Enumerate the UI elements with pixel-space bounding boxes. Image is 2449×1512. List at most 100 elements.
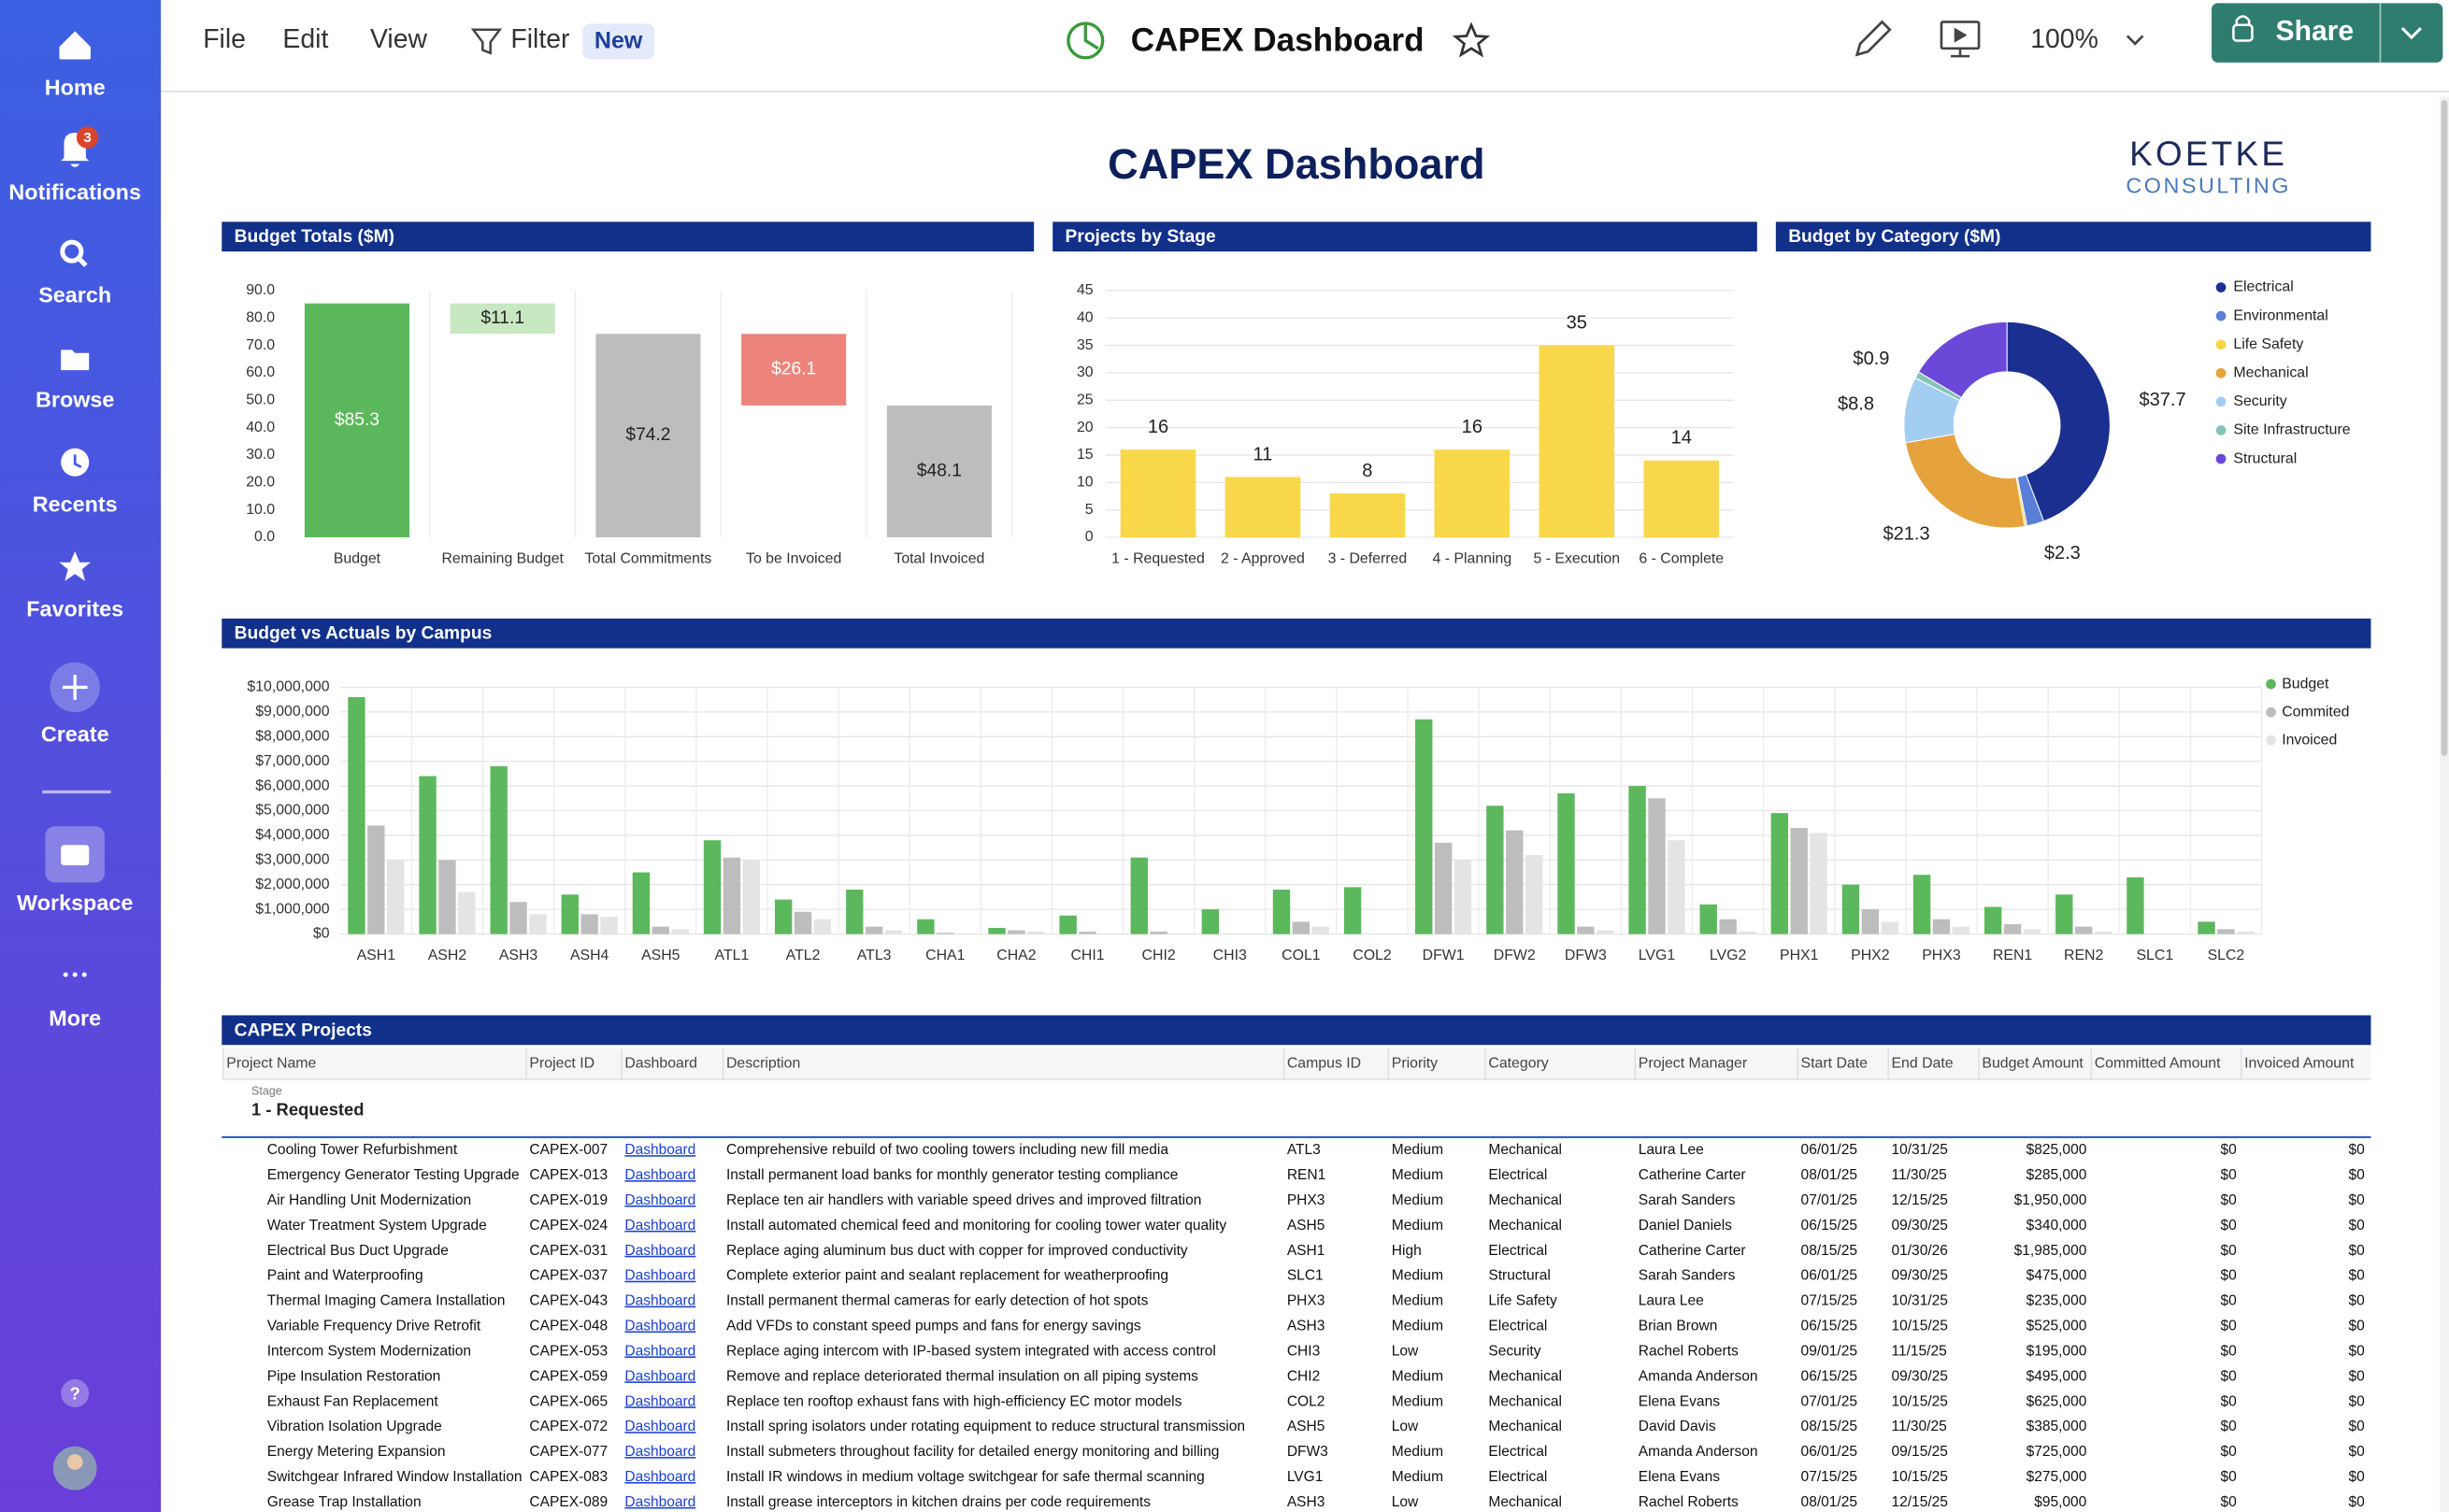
share-chevron[interactable] xyxy=(2400,27,2422,40)
table-cell: 10/15/25 xyxy=(1891,1469,1947,1485)
dashboard-link[interactable]: Dashboard xyxy=(624,1268,695,1284)
x-tick-label: ASH4 xyxy=(570,948,609,963)
dashboard-link[interactable]: Dashboard xyxy=(624,1192,695,1208)
share-button[interactable] xyxy=(2212,3,2443,63)
dashboard-link[interactable]: Dashboard xyxy=(624,1469,695,1485)
dashboard-link[interactable]: Dashboard xyxy=(624,1167,695,1183)
table-cell: Pipe Insulation Restoration xyxy=(267,1368,441,1384)
nav-label[interactable]: Create xyxy=(41,721,109,746)
column-header[interactable]: End Date xyxy=(1891,1055,1953,1071)
search-icon xyxy=(60,239,84,264)
table-cell: Install spring isolators under rotating … xyxy=(726,1419,1245,1434)
column-header[interactable]: Committed Amount xyxy=(2095,1055,2221,1071)
column-header[interactable]: Project Name xyxy=(226,1055,316,1071)
column-header[interactable]: Campus ID xyxy=(1287,1055,1361,1071)
bar xyxy=(2094,931,2112,934)
table-cell: PHX3 xyxy=(1287,1293,1325,1309)
table-cell: Install IR windows in medium voltage swi… xyxy=(726,1469,1205,1485)
column-header[interactable]: Invoiced Amount xyxy=(2244,1055,2355,1071)
column-header[interactable]: Description xyxy=(726,1055,800,1071)
dashboard-title: CAPEX Dashboard xyxy=(1108,140,1484,188)
menu-item[interactable]: Filter xyxy=(510,24,569,54)
table-cell: Medium xyxy=(1392,1192,1443,1208)
table-cell: CAPEX-072 xyxy=(529,1419,608,1434)
help-icon[interactable] xyxy=(61,1378,90,1408)
table-cell: 07/01/25 xyxy=(1801,1192,1857,1208)
nav-label[interactable]: Browse xyxy=(36,388,114,412)
favorite-star[interactable] xyxy=(1452,21,1491,58)
dashboard-link[interactable]: Dashboard xyxy=(624,1393,695,1409)
bar xyxy=(1770,813,1789,934)
column-header[interactable]: Project ID xyxy=(529,1055,594,1071)
workspace-glyph xyxy=(61,845,90,866)
table-cell: $0 xyxy=(2220,1167,2237,1183)
x-tick-label: ASH1 xyxy=(357,948,396,963)
table-cell: 10/15/25 xyxy=(1891,1319,1947,1334)
table-cell: $0 xyxy=(2220,1243,2237,1259)
bar xyxy=(1150,931,1167,934)
dashboard-link[interactable]: Dashboard xyxy=(624,1243,695,1259)
table-cell: $0 xyxy=(2220,1192,2237,1208)
dashboard-link[interactable]: Dashboard xyxy=(624,1293,695,1309)
column-header[interactable]: Project Manager xyxy=(1639,1055,1748,1071)
x-tick-label: LVG1 xyxy=(1639,948,1676,963)
column-header[interactable]: Priority xyxy=(1392,1055,1438,1071)
column-header[interactable]: Category xyxy=(1488,1055,1548,1071)
table-cell: 10/15/25 xyxy=(1891,1393,1947,1409)
share-label[interactable]: Share xyxy=(2276,16,2355,47)
table-cell: Medium xyxy=(1392,1393,1443,1409)
table-cell: Mechanical xyxy=(1488,1419,1562,1434)
dashboard-link[interactable]: Dashboard xyxy=(624,1368,695,1384)
nav-label[interactable]: Search xyxy=(38,283,111,307)
x-tick-label: DFW3 xyxy=(1565,948,1607,963)
table-cell: 01/30/26 xyxy=(1891,1243,1947,1259)
table-cell: $95,000 xyxy=(2034,1494,2086,1510)
x-tick-label: PHX2 xyxy=(1851,948,1890,963)
x-tick-label: 1 - Requested xyxy=(1111,551,1205,567)
zoom-chevron[interactable] xyxy=(2126,35,2144,46)
table-cell: 06/01/25 xyxy=(1801,1268,1857,1284)
edit-icon[interactable] xyxy=(1855,20,1892,57)
menu-item[interactable]: Edit xyxy=(282,24,328,54)
table-cell: Medium xyxy=(1392,1368,1443,1384)
nav-label[interactable]: Notifications xyxy=(8,179,141,204)
dashboard-link[interactable]: Dashboard xyxy=(624,1419,695,1434)
nav-label[interactable]: Workspace xyxy=(17,891,133,915)
lock-shackle xyxy=(2235,15,2251,25)
table-cell: $0 xyxy=(2220,1419,2237,1434)
dashboard-link[interactable]: Dashboard xyxy=(624,1444,695,1460)
column-header[interactable]: Budget Amount xyxy=(1982,1055,2084,1071)
table-cell: DFW3 xyxy=(1287,1444,1328,1460)
document-title[interactable]: CAPEX Dashboard xyxy=(1131,21,1425,58)
y-tick-label: 20 xyxy=(1077,420,1094,435)
menu-item[interactable]: File xyxy=(203,24,246,54)
nav-label[interactable]: Favorites xyxy=(26,597,123,621)
nav-label[interactable]: Recents xyxy=(33,492,118,517)
table-cell: Switchgear Infrared Window Installation xyxy=(267,1469,523,1485)
dashboard-link[interactable]: Dashboard xyxy=(624,1494,695,1510)
data-label: $48.1 xyxy=(917,461,962,480)
table-cell: ASH5 xyxy=(1287,1218,1325,1234)
zoom-level[interactable]: 100% xyxy=(2030,24,2098,54)
donut-slice xyxy=(2006,321,2111,522)
y-tick-label: 30 xyxy=(1077,364,1094,380)
table-cell: Low xyxy=(1392,1419,1419,1434)
column-header[interactable]: Start Date xyxy=(1801,1055,1869,1071)
bar xyxy=(1912,875,1931,934)
y-tick-label: 5 xyxy=(1085,502,1094,518)
dashboard-link[interactable]: Dashboard xyxy=(624,1343,695,1359)
scroll-thumb[interactable] xyxy=(2441,99,2448,756)
nav-label[interactable]: Home xyxy=(45,75,106,99)
dashboard-link[interactable]: Dashboard xyxy=(624,1218,695,1234)
dashboard-link[interactable]: Dashboard xyxy=(624,1319,695,1334)
nav-label[interactable]: More xyxy=(49,1006,101,1031)
table-cell: LVG1 xyxy=(1287,1469,1324,1485)
x-tick-label: ATL3 xyxy=(857,948,892,963)
menu-item[interactable]: View xyxy=(370,24,428,54)
legend-label: Mechanical xyxy=(2233,365,2308,381)
dashboard-link[interactable]: Dashboard xyxy=(624,1142,695,1158)
column-header[interactable]: Dashboard xyxy=(624,1055,697,1071)
table-cell: Mechanical xyxy=(1488,1393,1562,1409)
legend-label: Security xyxy=(2233,393,2286,409)
